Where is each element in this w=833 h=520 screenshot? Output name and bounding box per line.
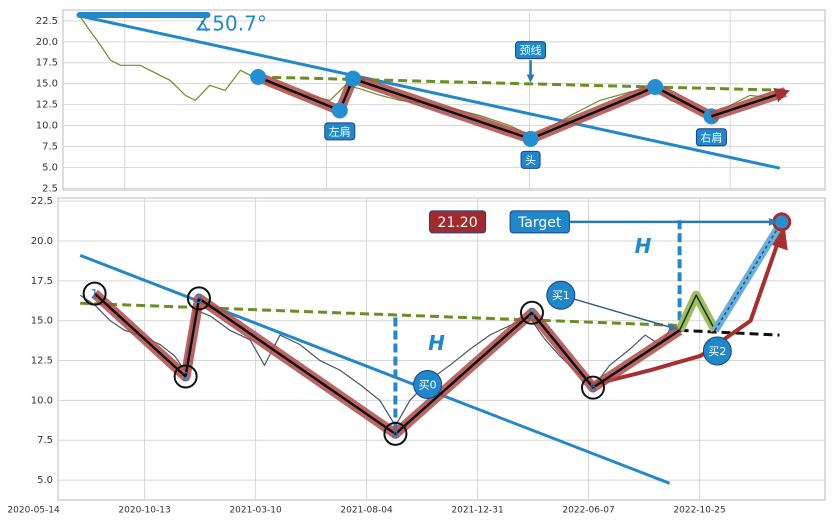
annotation-circle: [546, 280, 576, 310]
dashed-black-line: [679, 328, 780, 337]
annotation-label: 21.20: [438, 215, 478, 231]
pattern-line-core: [93, 292, 681, 436]
annotation-label: H: [428, 331, 445, 355]
pattern-point: [250, 68, 267, 85]
annotation-label: 头: [525, 154, 536, 167]
pattern-point: [82, 281, 107, 306]
annotation-label: 买2: [708, 345, 726, 358]
y-tick-label: 12.5: [36, 100, 58, 111]
annotation-box: [429, 210, 487, 234]
point-label: 1: [91, 287, 99, 301]
pattern-point: [345, 70, 362, 87]
annotation-label: 买1: [552, 289, 570, 302]
y-tick-label: 15.0: [36, 79, 58, 90]
y-tick-label: 20.0: [31, 236, 53, 247]
y-tick-label: 5.0: [37, 475, 53, 486]
point-label: 6: [589, 381, 597, 395]
x-tick-label: 2021-12-31: [451, 506, 503, 516]
y-tick-label: 12.5: [31, 356, 53, 367]
pattern-point: [331, 102, 348, 119]
x-tick-label: 2020-10-13: [118, 506, 170, 516]
y-tick-label: 17.5: [36, 58, 58, 69]
point-label: 3: [195, 292, 203, 306]
annotation-circle: [413, 369, 443, 399]
x-tick-label: 2022-06-07: [562, 506, 614, 516]
annotation-label: 右肩: [700, 130, 722, 144]
annotation-label: 买0: [419, 378, 437, 391]
annotation-box: [695, 128, 727, 147]
pattern-point: [522, 130, 539, 147]
y-tick-label: 2.5: [42, 183, 58, 194]
pattern-point: [173, 364, 198, 389]
annotation-box: [509, 210, 570, 234]
annotation-label: ∡50.7°: [194, 12, 266, 36]
y-tick-label: 7.5: [37, 435, 53, 446]
pattern-point: [581, 375, 606, 400]
annotation-arrow: [560, 294, 678, 331]
curve-line: [592, 223, 788, 387]
target-point: [772, 212, 792, 232]
annotation-label: 颈线: [520, 43, 542, 57]
neckline-line: [80, 301, 680, 327]
y-tick-label: 10.0: [31, 395, 53, 406]
y-tick-label: 17.5: [31, 276, 53, 287]
annotation-label: Target: [517, 215, 562, 231]
pattern-point: [383, 421, 408, 446]
target-line: [711, 219, 786, 333]
x-tick-label: 2021-08-04: [340, 506, 393, 516]
y-tick-label: 22.5: [36, 16, 58, 27]
pattern-line-core: [711, 87, 791, 118]
y-tick-label: 7.5: [42, 141, 58, 152]
annotation-box: [324, 122, 356, 141]
pattern-point: [647, 79, 664, 96]
y-tick-label: 20.0: [36, 37, 58, 48]
trend-line: [79, 14, 781, 170]
pattern-line-core: [257, 75, 712, 141]
annotation-label: H: [635, 234, 652, 258]
point-label: 5: [528, 306, 536, 320]
y-tick-label: 15.0: [31, 316, 53, 327]
trend-line: [79, 254, 671, 485]
y-tick-label: 5.0: [42, 162, 58, 173]
projection-line-core: [678, 294, 716, 331]
point-label: 2: [182, 370, 190, 384]
point-label: 4: [392, 427, 400, 441]
annotation-label: 左肩: [329, 124, 351, 138]
x-tick-label: 2020-05-14: [7, 506, 60, 516]
annotation-circle: [702, 336, 732, 366]
y-tick-label: 22.5: [31, 196, 53, 207]
x-tick-label: 2021-03-10: [229, 506, 282, 516]
x-tick-label: 2022-10-25: [673, 506, 725, 516]
annotation-box: [515, 41, 547, 60]
annotation-box: [520, 150, 541, 169]
pattern-point: [519, 300, 544, 325]
pattern-point: [186, 286, 211, 311]
y-tick-label: 10.0: [36, 121, 58, 132]
